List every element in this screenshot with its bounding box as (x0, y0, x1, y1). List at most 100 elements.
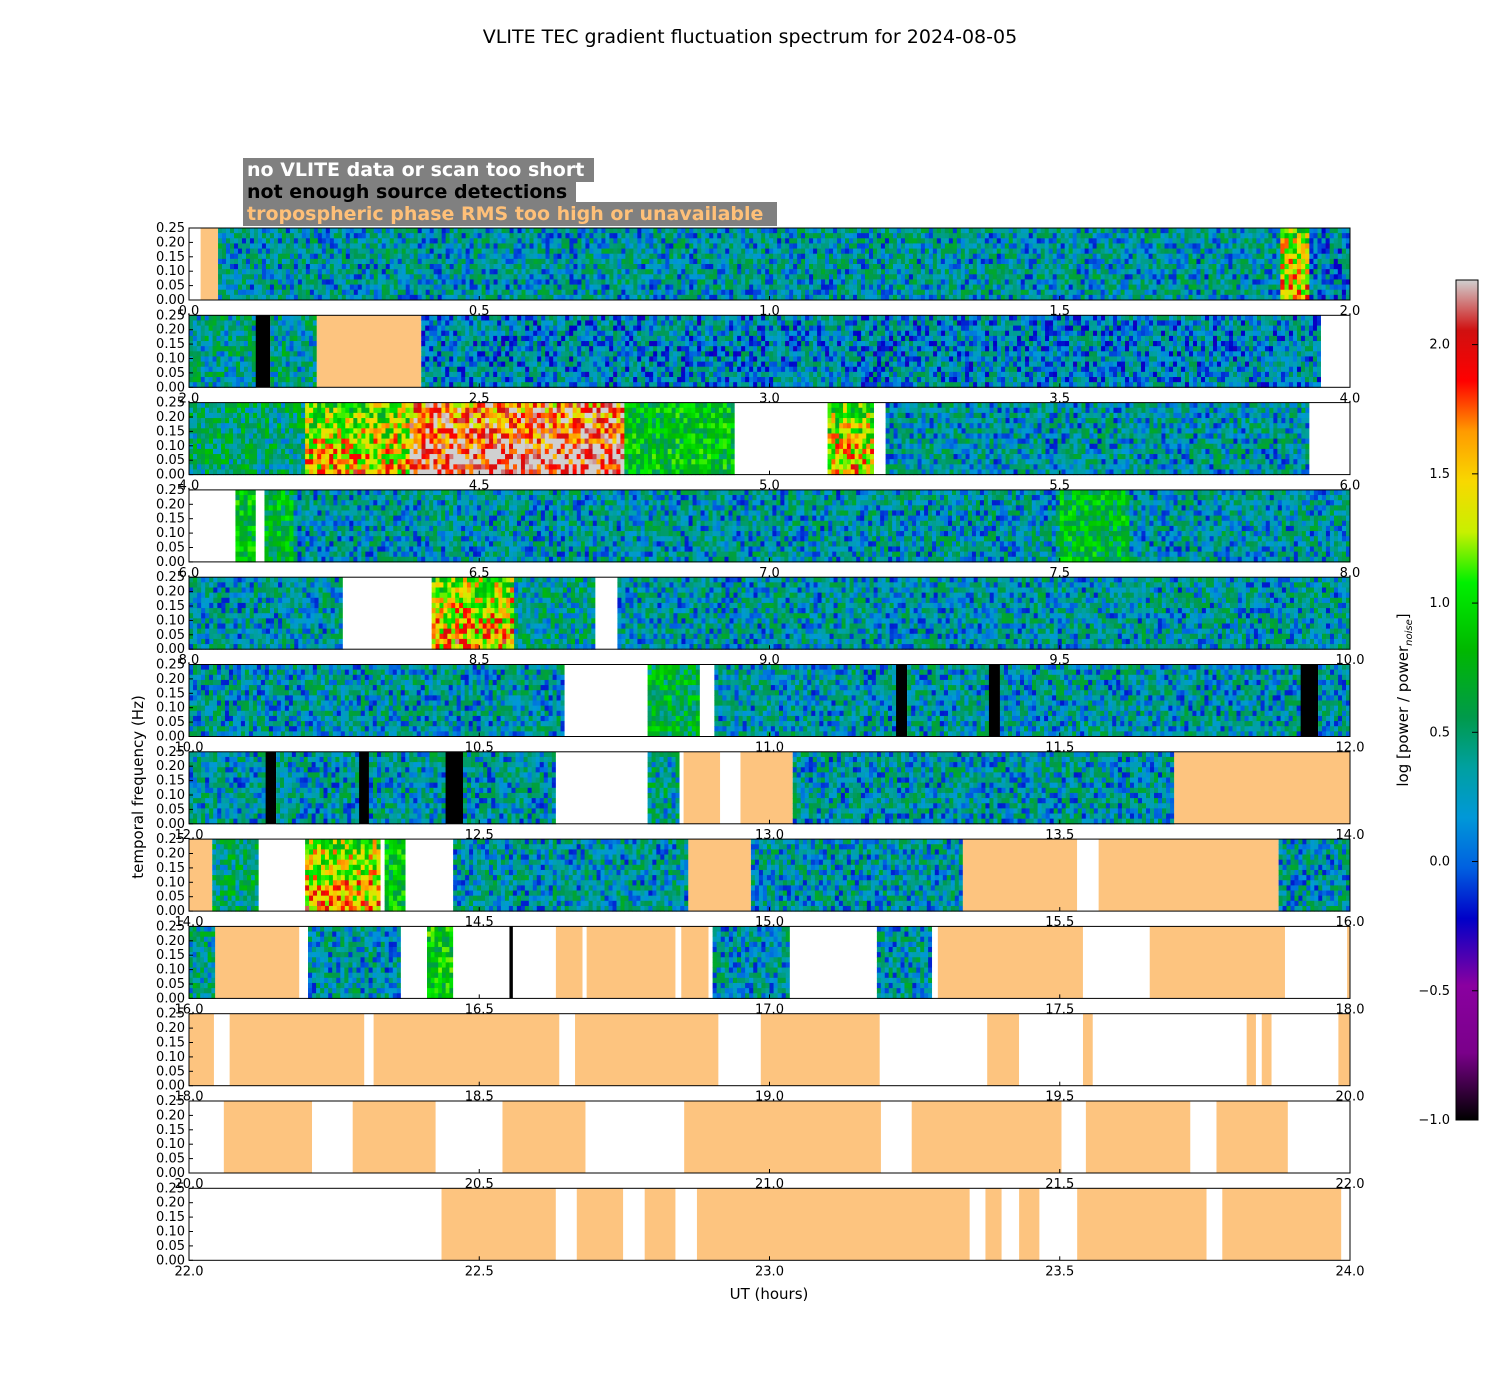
spectrum-cell (613, 264, 617, 270)
spectrum-cell (941, 254, 945, 260)
spectrum-cell (1280, 249, 1285, 255)
spectrum-cell (1089, 243, 1093, 249)
spectrum-cell (506, 269, 510, 275)
spectrum-cell (522, 254, 526, 260)
spectrum-cell (933, 285, 937, 291)
spectrum-cell (821, 290, 825, 296)
spectrum-cell (218, 285, 222, 291)
spectrum-cell (1093, 228, 1097, 234)
spectrum-cell (1009, 238, 1013, 244)
spectrum-cell (829, 285, 833, 291)
spectrum-cell (542, 259, 546, 265)
spectrum-cell (1137, 279, 1141, 285)
spectrum-cell (1184, 290, 1188, 296)
spectrum-cell (482, 269, 486, 275)
spectrum-cell (817, 228, 821, 234)
spectrum-cell (346, 279, 350, 285)
spectrum-cell (390, 238, 394, 244)
spectrum-cell (953, 279, 957, 285)
spectrum-cell (721, 290, 725, 296)
spectrum-cell (450, 233, 454, 239)
spectrum-cell (454, 238, 458, 244)
spectrum-cell (997, 264, 1001, 270)
spectrum-cell (209, 320, 213, 326)
spectrum-cell (462, 228, 466, 234)
spectrum-cell (797, 243, 801, 249)
spectrum-cell (989, 238, 993, 244)
spectrum-cell (494, 279, 498, 285)
spectrum-cell (1309, 238, 1314, 244)
spectrum-cell (254, 285, 258, 291)
spectrum-cell (482, 259, 486, 265)
spectrum-cell (721, 269, 725, 275)
spectrum-cell (829, 233, 833, 239)
spectrum-cell (246, 228, 250, 234)
spectrum-cell (773, 243, 777, 249)
spectrum-cell (1232, 228, 1236, 234)
spectrum-cell (218, 279, 222, 285)
spectrum-cell (1073, 264, 1077, 270)
spectrum-cell (350, 233, 354, 239)
spectrum-cell (1133, 274, 1137, 280)
spectrum-cell (665, 285, 669, 291)
spectrum-cell (450, 290, 454, 296)
spectrum-cell (889, 259, 893, 265)
spectrum-cell (1129, 290, 1133, 296)
spectrum-cell (1033, 264, 1037, 270)
spectrum-cell (849, 233, 853, 239)
spectrum-cell (502, 228, 506, 234)
spectrum-cell (881, 269, 885, 275)
spectrum-cell (244, 326, 248, 332)
spectrum-cell (1165, 259, 1169, 265)
spectrum-cell (201, 346, 205, 352)
spectrum-cell (569, 233, 573, 239)
spectrum-cell (1101, 228, 1105, 234)
spectrum-cell (398, 238, 402, 244)
spectrum-cell (1097, 233, 1101, 239)
spectrum-cell (430, 290, 434, 296)
spectrum-cell (1013, 254, 1017, 260)
spectrum-cell (1081, 274, 1085, 280)
spectrum-cell (813, 264, 817, 270)
spectrum-cell (761, 279, 765, 285)
spectrum-cell (1264, 233, 1268, 239)
spectrum-cell (713, 233, 717, 239)
spectrum-cell (197, 326, 201, 332)
spectrum-cell (977, 238, 981, 244)
spectrum-cell (482, 238, 486, 244)
spectrum-cell (1101, 285, 1105, 291)
spectrum-cell (1117, 254, 1121, 260)
spectrum-cell (418, 285, 422, 291)
spectrum-cell (422, 249, 426, 255)
spectrum-cell (973, 228, 977, 234)
spectrum-cell (725, 259, 729, 265)
spectrum-cell (1045, 274, 1049, 280)
spectrum-cell (330, 254, 334, 260)
spectrum-cell (1085, 264, 1089, 270)
spectrum-cell (201, 367, 205, 373)
spectrum-cell (709, 285, 713, 291)
spectrum-cell (853, 243, 857, 249)
spectrum-cell (1033, 290, 1037, 296)
spectrum-cell (446, 243, 450, 249)
spectrum-cell (220, 326, 224, 332)
spectrum-cell (216, 362, 220, 368)
spectrum-cell (1033, 279, 1037, 285)
spectrum-cell (546, 290, 550, 296)
spectrum-cell (482, 228, 486, 234)
spectrum-cell (861, 264, 865, 270)
spectrum-cell (262, 233, 266, 239)
spectrum-cell (1181, 243, 1185, 249)
spectrum-cell (1192, 228, 1196, 234)
spectrum-cell (693, 228, 697, 234)
spectrum-cell (334, 238, 338, 244)
spectrum-cell (1105, 233, 1109, 239)
spectrum-cell (633, 285, 637, 291)
spectrum-cell (569, 285, 573, 291)
spectrum-cell (1192, 233, 1196, 239)
spectrum-cell (1260, 290, 1264, 296)
spectrum-cell (322, 259, 326, 265)
spectrum-cell (302, 290, 306, 296)
spectrum-cell (853, 290, 857, 296)
spectrum-cell (514, 290, 518, 296)
